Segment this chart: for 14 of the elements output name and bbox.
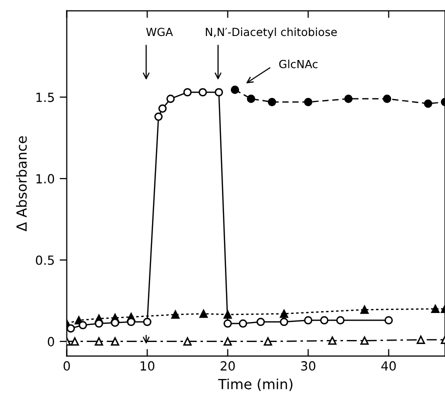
x-tick-label: 0 — [64, 361, 70, 371]
x-tick-label: 10 — [140, 361, 154, 371]
annotation: WGA — [146, 28, 173, 36]
annotation: GlcNAc — [279, 60, 318, 68]
x-axis-title: Time (min) — [218, 378, 292, 391]
y-tick-label: 1.0 — [36, 174, 54, 184]
x-tick-label: 30 — [301, 361, 316, 371]
y-tick-label: 0 — [48, 336, 54, 346]
x-tick-label: 20 — [220, 361, 235, 371]
x-tick-label: 40 — [381, 361, 396, 371]
annotation: N,N′-Diacetyl chitobiose — [206, 28, 337, 38]
y-axis-title: Δ Absorbance — [16, 136, 27, 232]
y-tick-label: 0.5 — [36, 255, 54, 265]
y-tick-label: 1.5 — [36, 92, 54, 102]
